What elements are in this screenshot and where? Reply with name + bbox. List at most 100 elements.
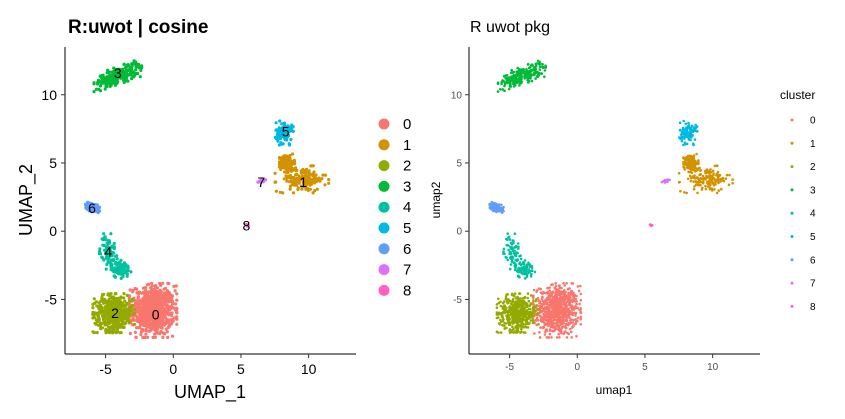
- point-cluster-0: [578, 302, 581, 306]
- legend-key-3: [378, 180, 390, 192]
- point-cluster-2: [514, 301, 518, 304]
- point-cluster-2: [518, 324, 522, 328]
- point-cluster-0: [539, 291, 543, 295]
- point-cluster-0: [140, 301, 144, 305]
- legend-label-5: 5: [403, 220, 411, 237]
- y-tick-label: 10: [41, 87, 57, 103]
- point-cluster-1: [288, 187, 292, 191]
- point-cluster-3: [134, 60, 138, 64]
- point-cluster-2: [522, 318, 526, 322]
- point-cluster-4: [505, 256, 508, 260]
- point-cluster-2: [101, 298, 105, 302]
- point-cluster-4: [516, 251, 519, 255]
- point-cluster-0: [575, 300, 578, 303]
- point-cluster-2: [123, 299, 127, 303]
- point-cluster-1: [694, 159, 697, 163]
- point-cluster-0: [548, 332, 552, 336]
- x-tick-label: 0: [169, 361, 177, 377]
- point-cluster-0: [153, 284, 157, 288]
- point-cluster-2: [113, 298, 117, 302]
- point-cluster-0: [136, 304, 140, 308]
- cluster-label-1: 1: [299, 174, 307, 190]
- point-cluster-0: [558, 336, 561, 339]
- point-cluster-2: [497, 297, 500, 301]
- point-cluster-2: [107, 308, 111, 312]
- point-cluster-1: [695, 152, 698, 156]
- point-cluster-0: [562, 316, 565, 319]
- point-cluster-2: [533, 305, 536, 309]
- point-cluster-0: [558, 306, 562, 309]
- point-cluster-3: [538, 60, 541, 64]
- point-cluster-0: [541, 296, 544, 299]
- point-cluster-0: [145, 301, 149, 306]
- point-cluster-0: [153, 326, 157, 330]
- point-cluster-2: [499, 331, 503, 334]
- point-cluster-1: [705, 180, 709, 184]
- point-cluster-0: [167, 281, 171, 286]
- cluster-label-4: 4: [104, 244, 112, 260]
- point-cluster-1: [290, 169, 294, 173]
- point-cluster-0: [165, 312, 169, 316]
- point-cluster-4: [119, 276, 123, 280]
- point-cluster-3: [98, 74, 102, 78]
- point-cluster-0: [551, 299, 555, 303]
- point-cluster-2: [97, 319, 101, 323]
- point-cluster-0: [152, 319, 157, 324]
- point-cluster-6: [494, 209, 498, 213]
- point-cluster-1: [704, 184, 707, 188]
- point-cluster-0: [171, 299, 175, 303]
- point-cluster-0: [170, 311, 174, 315]
- point-cluster-5: [287, 142, 291, 146]
- point-cluster-3: [540, 72, 543, 75]
- point-cluster-1: [289, 159, 293, 163]
- point-cluster-1: [710, 175, 714, 179]
- point-cluster-2: [517, 304, 521, 308]
- point-cluster-3: [101, 81, 105, 85]
- point-cluster-2: [129, 305, 133, 309]
- point-cluster-1: [689, 154, 692, 158]
- point-cluster-1: [285, 179, 289, 183]
- point-cluster-0: [579, 315, 583, 319]
- point-cluster-0: [548, 329, 552, 332]
- point-cluster-2: [122, 322, 126, 326]
- point-cluster-2: [110, 314, 114, 318]
- point-cluster-4: [514, 254, 518, 257]
- point-cluster-0: [571, 321, 574, 324]
- point-cluster-2: [116, 301, 121, 305]
- y-tick-label: 0: [49, 223, 57, 239]
- point-cluster-4: [116, 266, 120, 270]
- point-cluster-2: [516, 307, 519, 310]
- point-cluster-2: [500, 315, 504, 319]
- point-cluster-0: [533, 332, 536, 335]
- point-cluster-0: [538, 331, 541, 334]
- point-cluster-4: [512, 252, 515, 255]
- point-cluster-4: [518, 269, 521, 273]
- point-cluster-1: [708, 177, 711, 181]
- point-cluster-3: [130, 77, 134, 81]
- point-cluster-1: [304, 177, 308, 181]
- point-cluster-0: [543, 307, 546, 310]
- point-cluster-0: [562, 332, 566, 335]
- point-cluster-0: [538, 300, 542, 304]
- point-cluster-2: [519, 319, 523, 323]
- legend-key-1: [378, 139, 390, 151]
- point-cluster-0: [571, 282, 575, 285]
- point-cluster-3: [507, 87, 511, 91]
- point-cluster-2: [508, 331, 512, 334]
- point-cluster-0: [148, 317, 152, 321]
- point-cluster-2: [111, 295, 116, 299]
- point-cluster-0: [138, 291, 142, 295]
- point-cluster-1: [716, 175, 720, 179]
- point-cluster-0: [144, 304, 148, 309]
- point-cluster-3: [541, 66, 545, 70]
- point-cluster-0: [138, 306, 143, 310]
- point-cluster-1: [281, 155, 285, 159]
- point-cluster-0: [144, 332, 148, 336]
- point-cluster-2: [501, 307, 505, 310]
- point-cluster-0: [153, 335, 157, 339]
- point-cluster-2: [520, 328, 523, 331]
- point-cluster-2: [91, 302, 95, 306]
- y-tick-label: 5: [456, 158, 462, 169]
- point-cluster-1: [321, 173, 325, 177]
- point-cluster-1: [731, 178, 734, 181]
